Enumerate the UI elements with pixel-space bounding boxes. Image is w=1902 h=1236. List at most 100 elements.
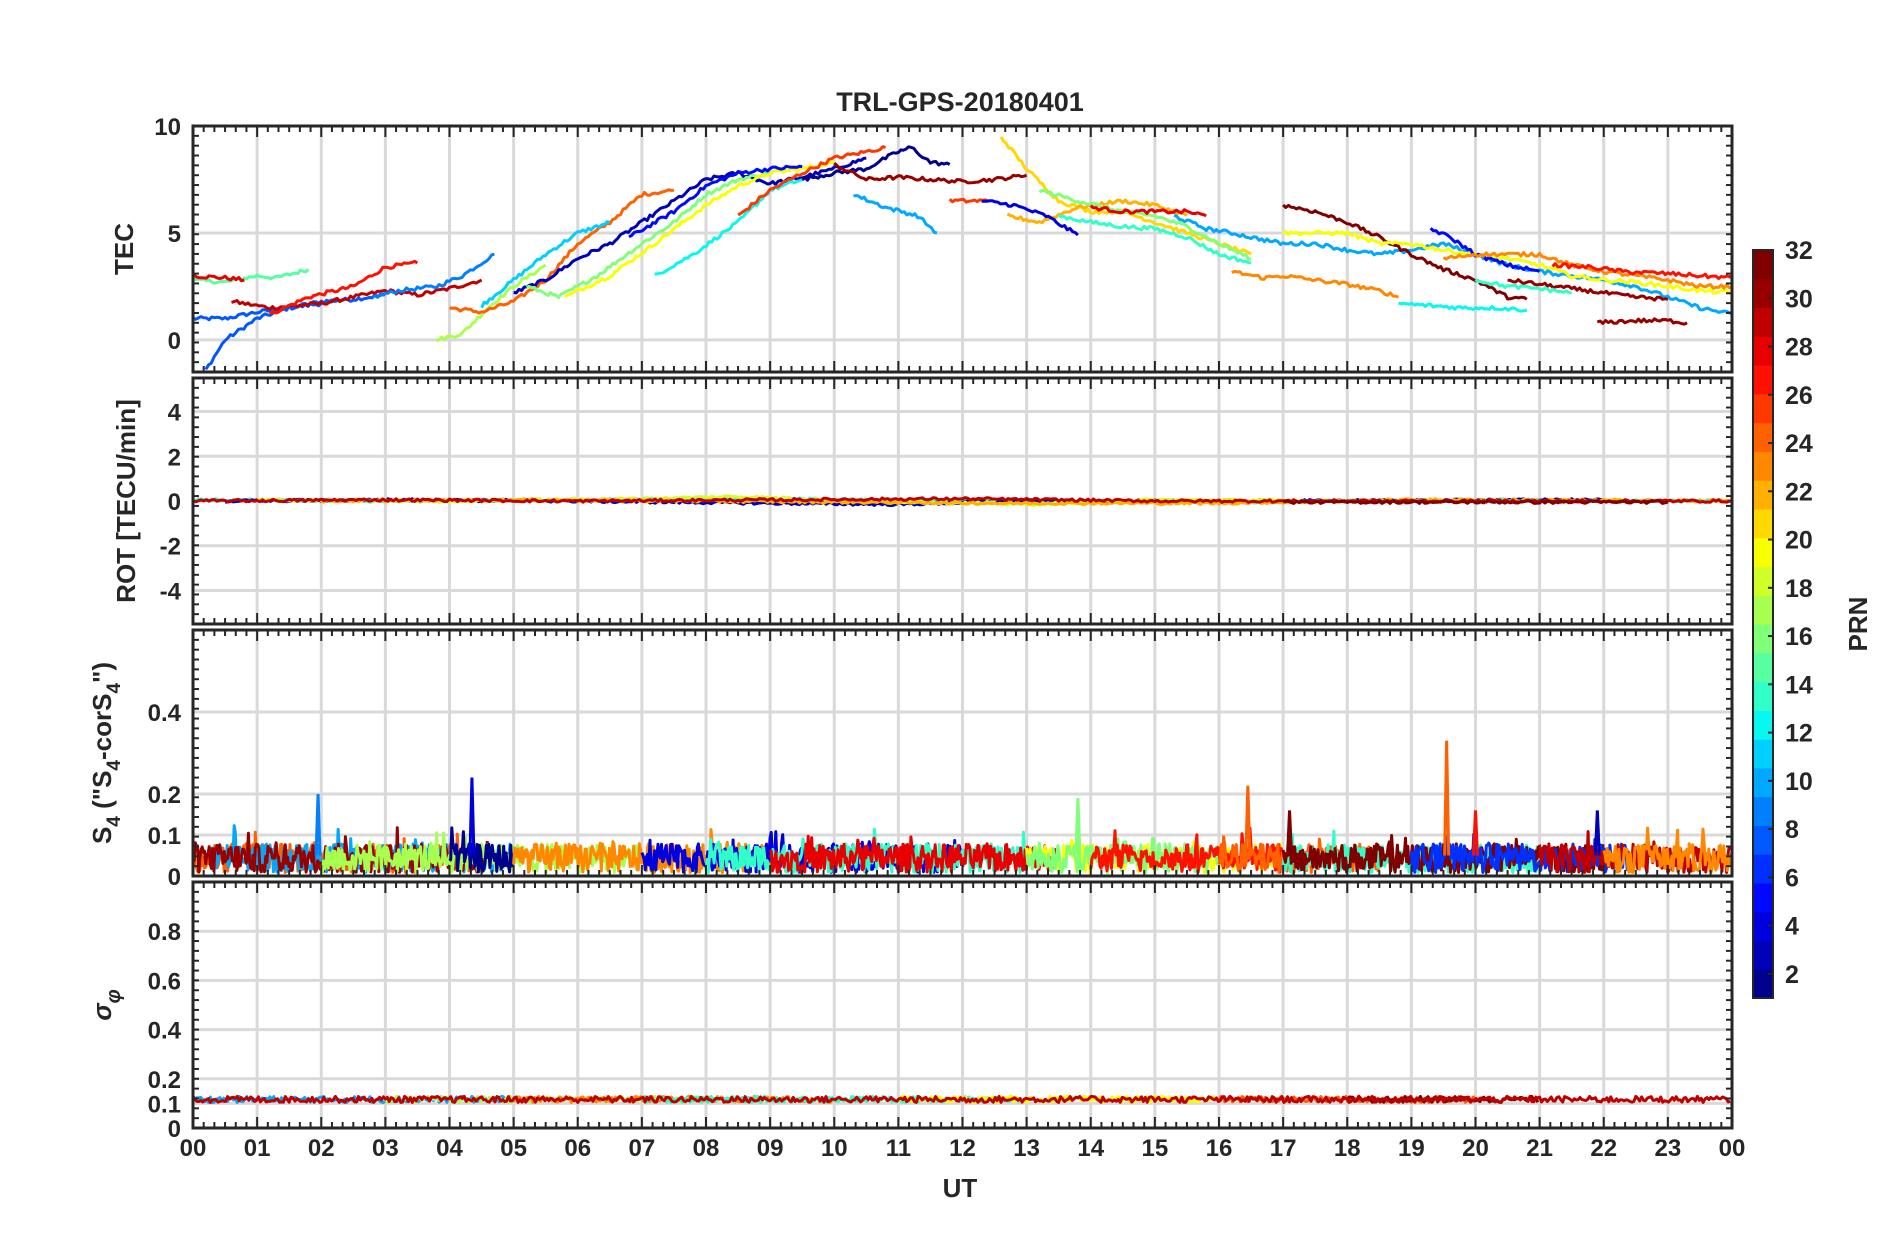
s4-y-tick-label: 0.4 — [148, 700, 182, 727]
s4-spike-prn16 — [1074, 798, 1082, 856]
x-tick-label: 15 — [1142, 1135, 1169, 1162]
tec-series-line-prn24 — [449, 188, 675, 315]
sigma_phi-y-axis-label: σφ — [87, 989, 125, 1020]
tec-series-line-prn27 — [268, 259, 419, 315]
tec-series-line-prn12 — [654, 178, 803, 276]
sigma_phi-series-line-prn29 — [193, 1094, 1731, 1104]
x-tick-label: 02 — [308, 1135, 335, 1162]
s4-axes-frame — [191, 628, 1734, 878]
tec-series-line-prn30 — [1596, 317, 1688, 326]
tec-series-line-prn11 — [480, 220, 611, 309]
colorbar-swatch — [1753, 825, 1773, 855]
rot-series-line-prn31 — [1282, 499, 1669, 505]
tec-series-line-prn29 — [231, 278, 483, 311]
x-tick-label: 23 — [1655, 1135, 1682, 1162]
x-tick-label: 18 — [1334, 1135, 1361, 1162]
rot-y-tick-label: 0 — [168, 489, 181, 516]
tec-series-line-prn5 — [628, 164, 803, 239]
x-tick-label: 01 — [244, 1135, 271, 1162]
s4-y-tick-label: 0.1 — [148, 823, 181, 850]
tec-series-line-prn15 — [193, 268, 310, 285]
colorbar-tick-label: 16 — [1785, 623, 1813, 651]
colorbar-tick-label: 12 — [1785, 720, 1813, 748]
tec-series-line-prn30 — [1507, 278, 1669, 302]
x-tick-label: 22 — [1590, 1135, 1617, 1162]
x-tick-label: 20 — [1462, 1135, 1489, 1162]
colorbar-swatch — [1753, 739, 1773, 769]
tec-series-line-prn27 — [1551, 262, 1732, 281]
sigma_phi-y-tick-label: 0.4 — [148, 1018, 182, 1045]
x-tick-label: 10 — [821, 1135, 848, 1162]
rot-panel: -4 -2 0 2 4 ROT [TECU/min] — [111, 376, 1734, 626]
s4-series-line-prn2 — [448, 826, 515, 874]
tec-y-tick-label: 0 — [168, 328, 181, 355]
tec-y-axis-label: TEC — [109, 223, 139, 275]
s4-spike-prn24 — [1443, 740, 1451, 856]
x-tick-label: 09 — [757, 1135, 784, 1162]
colorbar-swatch — [1753, 767, 1773, 798]
s4-y-tick-label: 0 — [168, 864, 181, 891]
x-tick-label: 06 — [564, 1135, 591, 1162]
chart-title: TRL-GPS-20180401 — [836, 87, 1084, 117]
colorbar-swatch — [1753, 566, 1773, 596]
x-tick-label: 13 — [1013, 1135, 1040, 1162]
s4-ylabel-part: ("S — [87, 771, 117, 817]
tec-series-line-prn20 — [564, 160, 835, 299]
colorbar-swatch — [1753, 882, 1773, 913]
colorbar-swatch — [1753, 911, 1773, 942]
s4-y-axis-label: S4 ("S4-corS4") — [87, 662, 125, 844]
tec-panel: 0 5 10 TEC — [109, 114, 1734, 374]
sigma_phi-series-line-prn20 — [897, 1094, 1219, 1104]
colorbar-swatch — [1753, 393, 1773, 424]
colorbar-tick-label: 2 — [1785, 961, 1799, 989]
colorbar-label: PRN — [1843, 597, 1873, 652]
x-tick-label: 04 — [436, 1135, 463, 1162]
x-tick-label: 07 — [629, 1135, 656, 1162]
tec-series-line-prn30 — [833, 161, 1028, 185]
colorbar-swatch — [1753, 624, 1773, 654]
tec-series-line-prn23 — [1442, 251, 1732, 290]
colorbar-tick-label: 8 — [1785, 816, 1799, 844]
tec-series-line-prn10 — [853, 193, 938, 235]
colorbar-swatch — [1753, 508, 1773, 539]
colorbar-swatch — [1753, 250, 1773, 280]
rot-y-tick-label: -2 — [160, 534, 181, 561]
rot-y-tick-label: 4 — [168, 400, 182, 427]
s4-ylabel-part: ") — [87, 662, 117, 683]
s4-series — [193, 740, 1732, 874]
sigma-phi-panel: 00.10.2 0.4 0.6 0.8 σφ — [87, 880, 1734, 1143]
s4-panel: 00.10.20.4S4 ("S4-corS4") — [87, 628, 1734, 891]
tec-series-line-prn19 — [1282, 229, 1732, 295]
s4-spike-prn9 — [314, 793, 322, 856]
colorbar-swatch — [1753, 537, 1773, 568]
sigma_phi-y-tick-label: 0.1 — [148, 1091, 181, 1118]
x-axis-label: UT — [943, 1173, 978, 1203]
colorbar-tick-label: 18 — [1785, 575, 1813, 603]
sigma_phi-y-tick-label: 0.2 — [148, 1067, 181, 1094]
colorbar-tick-label: 10 — [1785, 768, 1813, 796]
colorbar-swatch — [1753, 480, 1773, 510]
x-tick-label: 00 — [180, 1135, 207, 1162]
tec-series-line-prn31 — [1282, 203, 1528, 301]
colorbar-tick-label: 22 — [1785, 478, 1813, 506]
s4-ylabel-part: 4 — [104, 760, 125, 771]
tec-series-line-prn16 — [526, 171, 771, 299]
x-axis-tick-labels: 00 01 02 03 04 05 06 07 08 09 10 11 12 13 14 15 16 17 18 19… — [180, 1135, 1746, 1162]
tec-series-line-prn9 — [372, 252, 495, 299]
sigma_phi-y-tick-label: 0.8 — [148, 919, 181, 946]
x-tick-label: 11 — [886, 1135, 911, 1162]
tec-series-line-prn14 — [1474, 278, 1572, 295]
s4-spike-prn4 — [468, 777, 476, 856]
tec-series-line-prn4 — [981, 199, 1079, 237]
tec-series — [193, 135, 1732, 371]
colorbar-tick-label: 6 — [1785, 864, 1799, 892]
tec-series-line-prn28 — [1089, 204, 1207, 218]
tec-series-line-prn2 — [801, 145, 951, 182]
colorbar-tick-label: 30 — [1785, 285, 1813, 313]
colorbar-swatch — [1753, 652, 1773, 683]
tec-series-line-prn28 — [193, 273, 245, 283]
x-tick-label: 00 — [1719, 1135, 1746, 1162]
colorbar-swatch — [1753, 681, 1773, 711]
tec-y-tick-label: 5 — [168, 221, 181, 248]
